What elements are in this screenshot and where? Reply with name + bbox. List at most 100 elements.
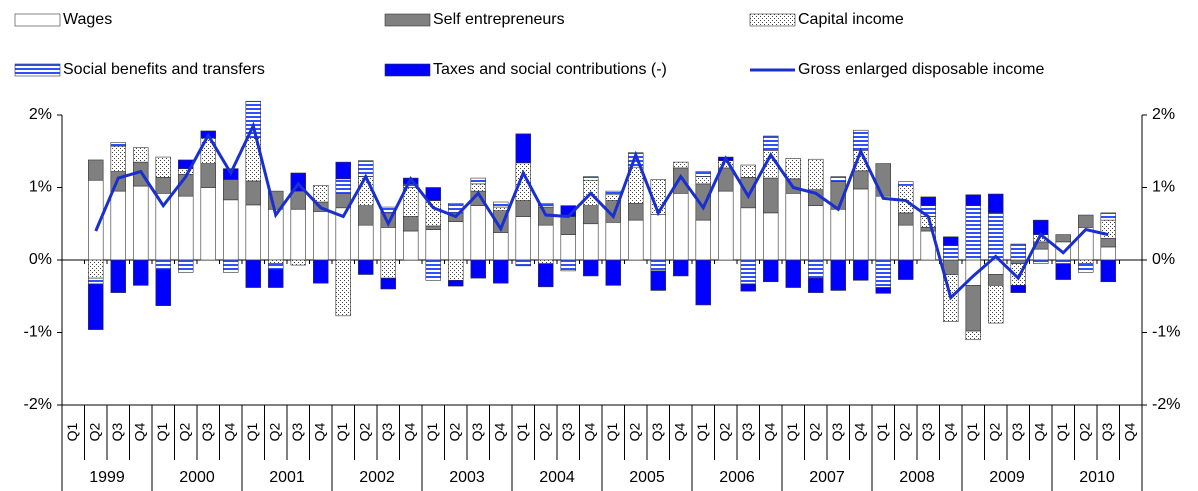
x-tick-label: Q1 — [64, 422, 80, 441]
bar-segment — [1033, 219, 1049, 235]
x-tick-label: Q1 — [514, 422, 530, 441]
bar-segment — [673, 167, 689, 194]
bar-segment — [313, 185, 329, 203]
bar-segment — [988, 285, 1004, 324]
bar-segment — [1100, 219, 1116, 239]
year-label: 2002 — [359, 469, 395, 486]
bar-segment — [898, 181, 914, 186]
bar-segment — [1078, 259, 1094, 264]
bar-segment — [155, 156, 171, 178]
bar-segment — [403, 230, 419, 261]
year-label: 2003 — [449, 469, 485, 486]
x-tick-label: Q3 — [1009, 422, 1025, 441]
bar-segment — [268, 269, 284, 288]
bar-segment — [88, 159, 104, 181]
bar-segment — [155, 259, 171, 270]
bar-segment — [1100, 259, 1116, 283]
legend-swatch — [384, 63, 431, 77]
bar-segment — [538, 224, 554, 261]
x-tick-label: Q4 — [851, 422, 867, 441]
bar-segment — [875, 195, 891, 261]
x-tick-label: Q2 — [626, 422, 642, 441]
year-label: 2005 — [629, 469, 665, 486]
bar-segment — [425, 187, 441, 201]
legend-label: Gross enlarged disposable income — [798, 61, 1044, 78]
x-tick-label: Q2 — [446, 422, 462, 441]
bar-segment — [380, 227, 396, 261]
bar-segment — [943, 259, 959, 275]
bar-segment — [628, 203, 644, 221]
bar-segment — [695, 259, 711, 306]
bar-segment — [875, 163, 891, 197]
bar-segment — [200, 187, 216, 261]
bar-segment — [335, 178, 351, 194]
bar-segment — [425, 259, 441, 281]
bar-segment — [110, 145, 126, 172]
bar-segment — [448, 279, 464, 287]
x-tick-label: Q2 — [356, 422, 372, 441]
bar-segment — [493, 206, 509, 211]
y-tick-label: -1% — [24, 324, 52, 341]
y-tick-label: 1% — [29, 179, 52, 196]
x-tick-label: Q4 — [401, 422, 417, 441]
bar-segment — [538, 259, 554, 264]
bar-segment — [673, 193, 689, 261]
bar-segment — [1100, 246, 1116, 261]
x-tick-label: Q3 — [379, 422, 395, 441]
bar-segment — [1033, 248, 1049, 261]
bar-segment — [493, 201, 509, 208]
bar-segment — [605, 190, 621, 196]
y-tick-label: 0% — [29, 251, 52, 268]
bar-segment — [673, 161, 689, 169]
x-tick-label: Q2 — [986, 422, 1002, 441]
x-tick-label: Q4 — [311, 422, 327, 441]
x-tick-label: Q4 — [221, 422, 237, 441]
x-tick-label: Q2 — [1076, 422, 1092, 441]
bar-segment — [470, 177, 486, 185]
bar-segment — [853, 129, 869, 151]
legend-label: Wages — [63, 11, 112, 28]
bar-segment — [538, 203, 554, 208]
x-tick-label: Q4 — [491, 422, 507, 441]
x-tick-label: Q3 — [919, 422, 935, 441]
x-tick-label: Q3 — [1099, 422, 1115, 441]
x-tick-label: Q2 — [536, 422, 552, 441]
year-label: 2000 — [179, 469, 215, 486]
bar-segment — [515, 200, 531, 217]
bar-segment — [425, 229, 441, 261]
bar-segment — [155, 177, 171, 194]
year-label: 2007 — [809, 469, 845, 486]
bar-segment — [1055, 259, 1071, 264]
bar-segment — [763, 212, 779, 261]
bar-segment — [448, 259, 464, 281]
y-tick-label: 2% — [29, 106, 52, 123]
y2-tick-label: 0% — [1152, 251, 1175, 268]
bar-segment — [740, 177, 756, 209]
bar-segment — [898, 212, 914, 226]
y2-tick-label: -1% — [1152, 324, 1180, 341]
bar-segment — [785, 259, 801, 288]
bar-segment — [178, 259, 194, 273]
bar-segment — [403, 216, 419, 232]
bar-segment — [268, 259, 284, 264]
x-tick-label: Q4 — [671, 422, 687, 441]
bar-segment — [358, 176, 374, 206]
bar-segment — [965, 285, 981, 332]
bar-segment — [808, 158, 824, 190]
x-tick-label: Q4 — [1121, 422, 1137, 441]
bar-segment — [313, 259, 329, 284]
bar-segment — [335, 259, 351, 317]
bar-segment — [965, 330, 981, 341]
bar-segment — [875, 287, 891, 294]
legend-label: Taxes and social contributions (-) — [433, 61, 667, 78]
bar-segment — [965, 205, 981, 261]
bar-segment — [718, 190, 734, 261]
bar-segment — [695, 219, 711, 261]
bar-segment — [358, 259, 374, 275]
x-tick-label: Q4 — [941, 422, 957, 441]
bar-segment — [110, 259, 126, 293]
x-tick-label: Q1 — [334, 422, 350, 441]
bar-segment — [178, 195, 194, 261]
bar-segment — [808, 259, 824, 279]
bar-segment — [223, 199, 239, 261]
